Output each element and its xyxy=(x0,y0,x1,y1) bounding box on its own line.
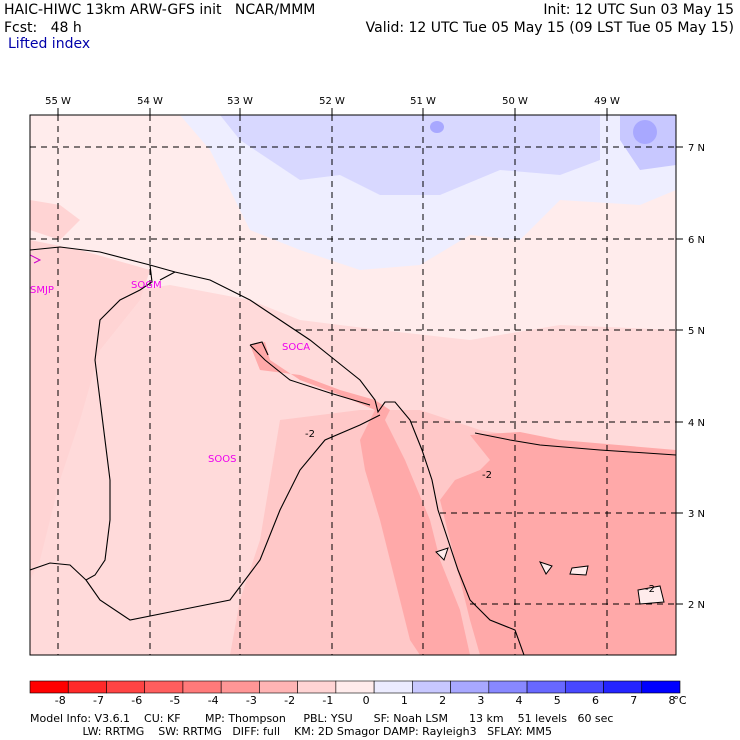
colorbar: -8 -7 -6 -5 -4 -3 -2 -1 0 1 2 3 4 5 6 7 8°C xyxy=(29,680,687,707)
colorbar-swatch xyxy=(29,680,69,694)
station-label: SOGM xyxy=(131,280,162,291)
colorbar-swatch xyxy=(220,680,260,694)
colorbar-tick-label: 6 xyxy=(592,694,599,707)
colorbar-tick-label: -8 xyxy=(55,694,66,707)
station-label: SOCA xyxy=(282,342,310,353)
lat-label: 2 N xyxy=(688,600,705,611)
station-label: SOOS xyxy=(208,454,236,465)
lon-label: 53 W xyxy=(227,96,253,107)
valid-time: Valid: 12 UTC Tue 05 May 15 (09 LST Tue … xyxy=(365,20,734,36)
contour-label: -2 xyxy=(482,470,492,481)
lifted-index-field xyxy=(30,115,676,655)
lat-label: 5 N xyxy=(688,326,705,337)
contour-label: -2 xyxy=(645,584,655,595)
colorbar-swatch xyxy=(144,680,184,694)
colorbar-tick-label: 8 xyxy=(669,694,676,707)
colorbar-tick-label: -2 xyxy=(284,694,295,707)
model-info-line1: Model Info: V3.6.1 CU: KF MP: Thompson P… xyxy=(30,712,614,725)
colorbar-tick-label: 5 xyxy=(554,694,561,707)
colorbar-tick-label: -6 xyxy=(131,694,142,707)
lon-label: 50 W xyxy=(502,96,528,107)
colorbar-tick-label: 7 xyxy=(630,694,637,707)
colorbar-tick-label: 4 xyxy=(516,694,523,707)
colorbar-swatch xyxy=(641,680,681,694)
colorbar-tick-label: -1 xyxy=(322,694,333,707)
forecast-hour: Fcst: 48 h xyxy=(4,20,82,36)
init-time: Init: 12 UTC Sun 03 May 15 xyxy=(543,2,734,18)
colorbar-tick-label: 1 xyxy=(401,694,408,707)
colorbar-tick-label: 3 xyxy=(477,694,484,707)
colorbar-swatch xyxy=(564,680,604,694)
colorbar-tick-label: -5 xyxy=(169,694,180,707)
colorbar-swatch xyxy=(182,680,222,694)
lat-lon-grid xyxy=(30,115,676,655)
lat-label: 6 N xyxy=(688,235,705,246)
colorbar-tick-label: -3 xyxy=(246,694,257,707)
colorbar-swatch xyxy=(373,680,413,694)
lon-label: 54 W xyxy=(137,96,163,107)
colorbar-swatch xyxy=(297,680,337,694)
station-label: SMJP xyxy=(30,285,54,296)
lat-label: 3 N xyxy=(688,509,705,520)
lon-label: 52 W xyxy=(319,96,345,107)
header-title: HAIC-HIWC 13km ARW-GFS init NCAR/MMM xyxy=(4,2,316,18)
colorbar-swatch xyxy=(603,680,643,694)
colorbar-tick-label: 0 xyxy=(363,694,370,707)
lon-label: 51 W xyxy=(410,96,436,107)
lon-label: 49 W xyxy=(594,96,620,107)
lon-label: 55 W xyxy=(45,96,71,107)
field-name: Lifted index xyxy=(8,36,91,52)
lat-label: 7 N xyxy=(688,143,705,154)
colorbar-unit: °C xyxy=(673,694,687,707)
colorbar-swatch xyxy=(106,680,146,694)
colorbar-swatch xyxy=(450,680,490,694)
contour-label: -2 xyxy=(305,429,315,440)
colorbar-swatch xyxy=(335,680,375,694)
model-info-line2: LW: RRTMG SW: RRTMG DIFF: full KM: 2D Sm… xyxy=(30,725,552,738)
colorbar-tick-label: -4 xyxy=(208,694,219,707)
colorbar-tick-label: 2 xyxy=(439,694,446,707)
colorbar-swatch xyxy=(259,680,298,694)
colorbar-tick-label: -7 xyxy=(93,694,104,707)
colorbar-swatch xyxy=(412,680,451,694)
colorbar-swatch xyxy=(488,680,528,694)
lat-label: 4 N xyxy=(688,418,705,429)
colorbar-swatch xyxy=(67,680,107,694)
colorbar-swatch xyxy=(526,680,566,694)
